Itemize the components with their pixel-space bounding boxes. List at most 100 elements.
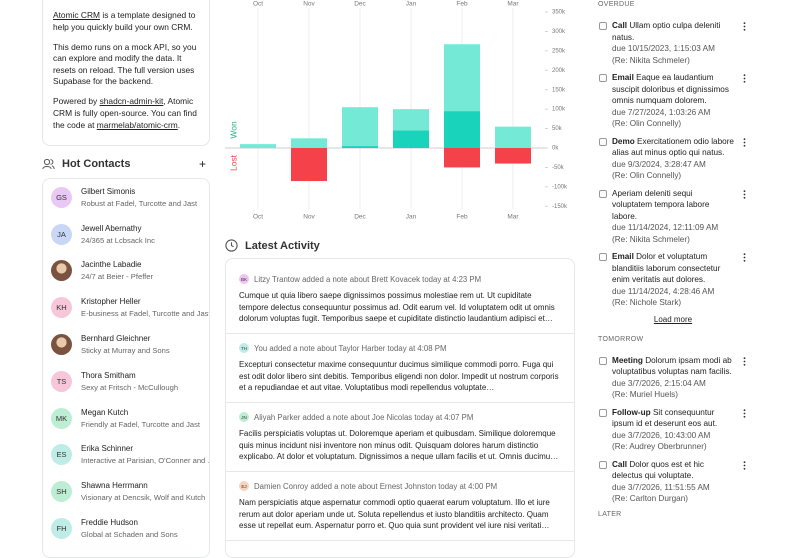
task-checkbox[interactable]: [599, 460, 607, 469]
bar-segment: [393, 130, 429, 149]
avatar: FH: [51, 518, 72, 540]
load-more-button[interactable]: Load more: [653, 314, 693, 324]
contact-info: Jewell Abernathy 24/365 at Lcbsack Inc: [81, 224, 209, 245]
task-description: Dolor et voluptatum blanditiis laborum c…: [612, 252, 721, 284]
task-checkbox[interactable]: [599, 356, 607, 365]
add-contact-button[interactable]: +: [198, 157, 206, 171]
bar-segment: [291, 138, 327, 149]
contact-info: Erika Schinner Interactive at Parisian, O…: [81, 444, 209, 465]
task-checkbox[interactable]: [599, 408, 607, 417]
task-menu[interactable]: [743, 74, 746, 83]
activity-avatar: BK: [239, 274, 249, 284]
bar-segment: [342, 107, 378, 147]
contact-row[interactable]: ES Erika Schinner Interactive at Parisian,…: [43, 437, 209, 474]
avatar-initials: FH: [56, 524, 67, 534]
activity-entry: BK Litzy Trantow added a note about Brett…: [226, 265, 574, 334]
menu-dot: [743, 28, 746, 31]
contact-subtitle: Robust at Fadel, Turcotte and Jast: [81, 198, 198, 208]
menu-dot: [743, 412, 746, 414]
contact-row[interactable]: MK Megan Kutch Friendly at Fadel, Turcotte…: [43, 400, 209, 437]
menu-dot: [743, 460, 746, 463]
bar-segment: [495, 148, 531, 164]
y-tick-label: -50k: [552, 165, 565, 171]
task: Follow-up Sit consequuntur ipsum id et d…: [598, 407, 748, 453]
contact-subtitle: Global at Schaden and Sons: [81, 530, 178, 540]
task: Call Dolor quos est et hic delectus qui …: [598, 459, 748, 505]
task-text: Email Eaque ea laudantium suscipit dolor…: [612, 72, 734, 107]
contact-row[interactable]: SH Shawna Herrmann Visionary at Dencsik, W…: [43, 473, 209, 510]
avatar-initials: KH: [56, 303, 67, 313]
deals-chart: Oct Oct Nov Nov Dec Dec Jan Jan Feb Feb Mar Mar 350k…: [225, 1, 568, 221]
menu-dot: [743, 253, 746, 256]
contact-name: Megan Kutch: [81, 407, 129, 417]
task-checkbox[interactable]: [599, 253, 607, 261]
task-menu[interactable]: [743, 137, 746, 147]
task: Aperiam deleniti sequi voluptatem tempor…: [598, 188, 748, 246]
menu-dot: [743, 189, 746, 192]
contact-name: Kristopher Heller: [81, 297, 141, 307]
contact-row[interactable]: JA Jewell Abernathy 24/365 at Lcbsack Inc: [43, 216, 209, 253]
bar-segment: [393, 109, 429, 131]
contact-row[interactable]: Jacinthe Labadie 24/7 at Beier - Pfeffer: [43, 253, 209, 290]
y-tick-label: 200k: [552, 68, 566, 74]
task-text: Demo Exercitationem odio labore alias au…: [612, 136, 734, 159]
contact-row[interactable]: KH Kristopher Heller E-business at Fadel, …: [43, 289, 209, 326]
task: Call Ullam optio culpa deleniti natus. du…: [598, 20, 748, 66]
contact-name: Bernhard Gleichner: [81, 334, 151, 344]
avatar-initials: TS: [56, 376, 67, 386]
y-tick-label: 250k: [552, 48, 566, 54]
bar-segment: [240, 144, 276, 149]
section-title: Hot Contacts: [62, 158, 131, 170]
task-text: Email Dolor et voluptatum blanditiis lab…: [612, 251, 734, 286]
avatar: ES: [51, 444, 72, 466]
menu-dot: [743, 408, 746, 411]
task-menu[interactable]: [743, 22, 746, 31]
task-type: Follow-up: [612, 407, 651, 417]
y-tick-label: -100k: [552, 184, 568, 190]
activity-card: BK Litzy Trantow added a note about Brett…: [225, 258, 575, 558]
task-menu[interactable]: [743, 253, 746, 262]
contact-subtitle: Sticky at Murray and Sons: [81, 346, 170, 356]
link[interactable]: shadcn-admin-kit: [99, 96, 164, 107]
task-menu[interactable]: [743, 189, 746, 199]
clock-icon: [225, 239, 238, 252]
task-checkbox[interactable]: [599, 22, 607, 30]
task-description: Aperiam deleniti sequi voluptatem tempor…: [612, 188, 710, 221]
contact-row[interactable]: FH Freddie Hudson Global at Schaden and So…: [43, 510, 209, 547]
task-description: Dolor quos est et hic delectus qui volup…: [612, 459, 704, 481]
contact-row[interactable]: TS Thora Smitham Sexy at Fritsch - McCullo…: [43, 363, 209, 400]
menu-dot: [743, 77, 746, 80]
avatar: [51, 260, 72, 282]
y-tick-label: 300k: [552, 29, 566, 35]
menu-dot: [743, 25, 746, 28]
contact-name: Jewell Abernathy: [81, 223, 142, 233]
x-tick-label: Mar: [507, 214, 519, 221]
about-card: Atomic CRM is a template designed to hel…: [42, 0, 210, 146]
y-axis-label-lost: Lost: [228, 154, 238, 171]
x-tick-label: Nov: [303, 214, 315, 221]
contact-info: Thora Smitham Sexy at Fritsch - McCulloug…: [81, 371, 209, 392]
task-checkbox[interactable]: [599, 189, 607, 198]
x-tick-label: Mar: [507, 1, 519, 8]
activity-avatar: EJ: [239, 481, 249, 491]
contact-row[interactable]: Bernhard Gleichner Sticky at Murray and S…: [43, 326, 209, 363]
contact-row[interactable]: GS Gilbert Simonis Robust at Fadel, Turcot…: [43, 179, 209, 216]
task-checkbox[interactable]: [599, 137, 607, 146]
link[interactable]: marmelab/atomic-crm: [96, 119, 178, 130]
contact-subtitle: 24/7 at Beier - Pfeffer: [81, 272, 154, 282]
link[interactable]: Atomic CRM: [53, 10, 100, 20]
task-menu[interactable]: [743, 460, 746, 470]
task-related: (Re: Nikita Schmeler): [612, 55, 690, 65]
menu-dot: [743, 467, 746, 470]
menu-dot: [743, 196, 746, 199]
task-menu[interactable]: [743, 356, 746, 366]
task-checkbox[interactable]: [599, 74, 607, 82]
activity-avatar: JN: [239, 412, 249, 422]
contact-subtitle: Visionary at Dencsik, Wolf and Kutch: [81, 493, 206, 503]
avatar-initials: SH: [56, 487, 67, 497]
x-tick-label: Feb: [456, 1, 468, 8]
latest-activity-header: Latest Activity: [225, 239, 320, 252]
task-menu[interactable]: [743, 408, 746, 418]
menu-dot: [743, 74, 746, 77]
bar-segment: [444, 44, 480, 112]
